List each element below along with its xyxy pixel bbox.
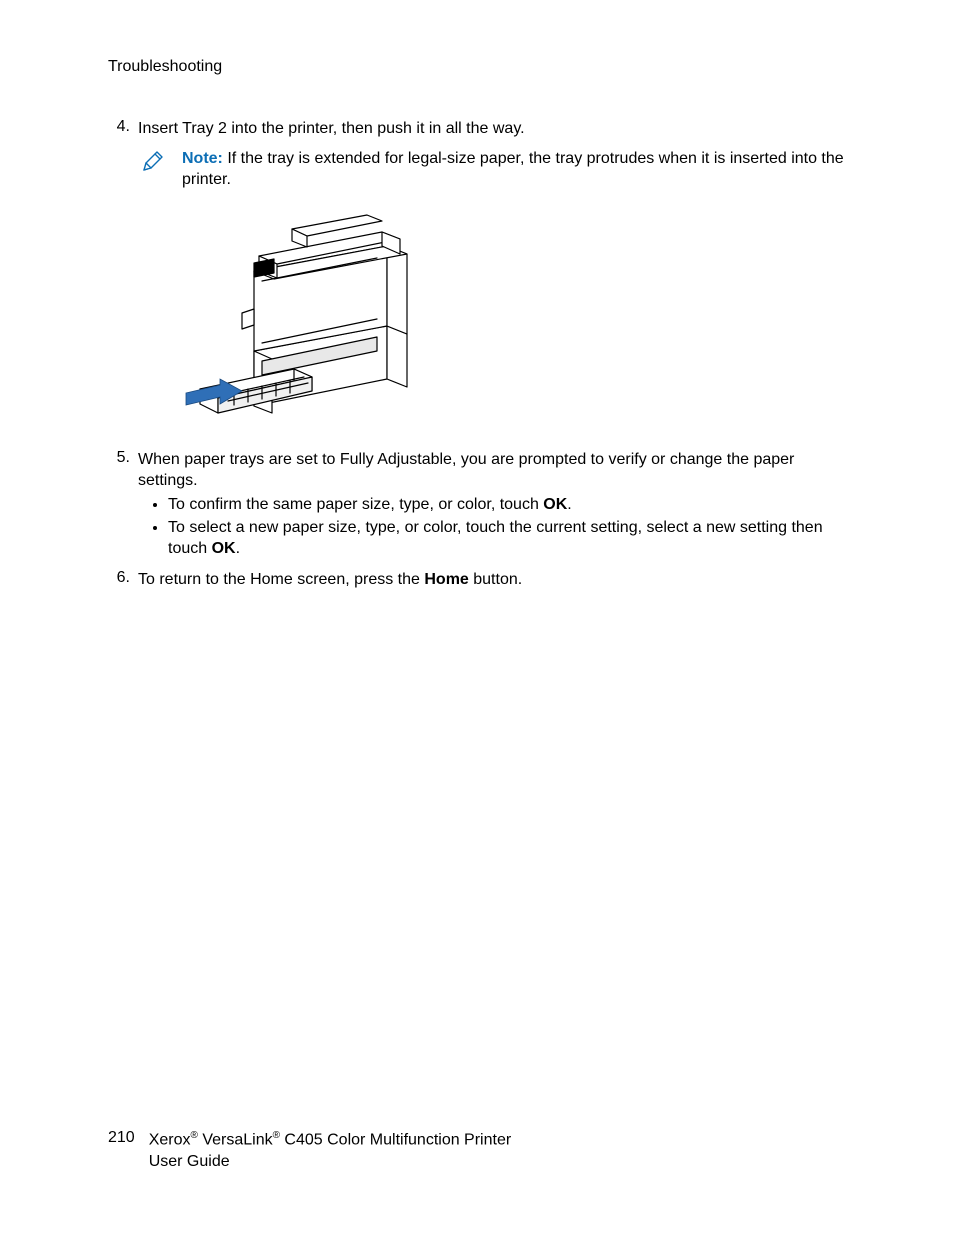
sub-list: To confirm the same paper size, type, or…: [138, 494, 854, 560]
step-text: To return to the Home screen, press the …: [138, 569, 854, 591]
step-number: 6.: [108, 569, 138, 587]
page-footer: 210 Xerox® VersaLink® C405 Color Multifu…: [108, 1129, 511, 1173]
list-item: To select a new paper size, type, or col…: [168, 517, 854, 560]
note-block: Note: If the tray is extended for legal-…: [138, 148, 854, 191]
step-number: 4.: [108, 118, 138, 136]
step-body-text: When paper trays are set to Fully Adjust…: [138, 451, 794, 490]
footer-text: Xerox® VersaLink® C405 Color Multifuncti…: [149, 1129, 511, 1173]
figure-printer: [182, 201, 854, 431]
list-item: To confirm the same paper size, type, or…: [168, 494, 854, 516]
list-item: 4. Insert Tray 2 into the printer, then …: [108, 118, 854, 140]
note-body: If the tray is extended for legal-size p…: [182, 150, 844, 189]
step-text: When paper trays are set to Fully Adjust…: [138, 449, 854, 561]
page-number: 210: [108, 1129, 135, 1147]
note-label: Note:: [182, 150, 223, 167]
pencil-icon: [138, 148, 182, 181]
step-text: Insert Tray 2 into the printer, then pus…: [138, 118, 854, 140]
list-item: 5. When paper trays are set to Fully Adj…: [108, 449, 854, 561]
note-text: Note: If the tray is extended for legal-…: [182, 148, 854, 191]
section-header: Troubleshooting: [108, 58, 854, 76]
page-container: Troubleshooting 4. Insert Tray 2 into th…: [0, 0, 954, 1235]
list-item: 6. To return to the Home screen, press t…: [108, 569, 854, 591]
step-number: 5.: [108, 449, 138, 467]
